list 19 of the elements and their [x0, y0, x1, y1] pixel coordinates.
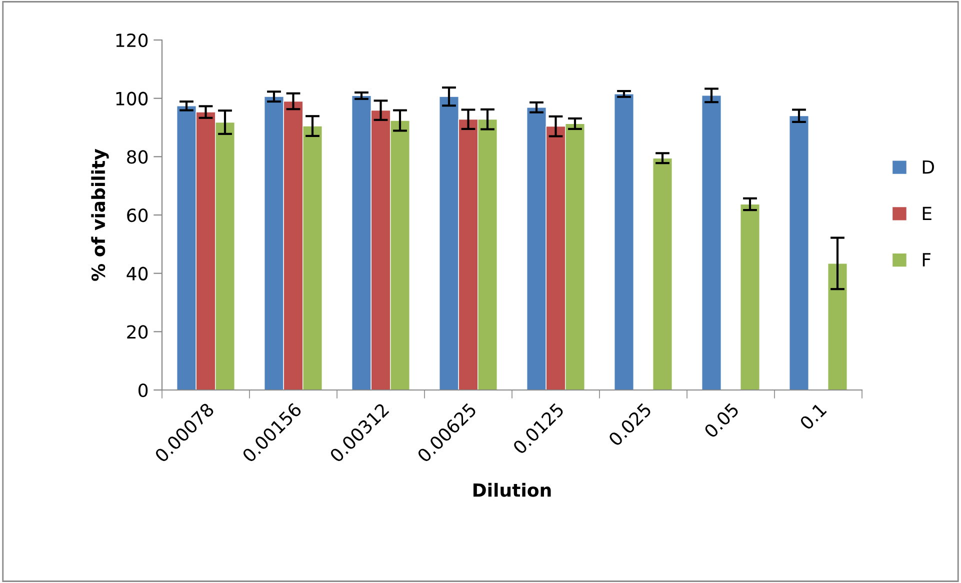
bar	[740, 204, 760, 390]
bar	[702, 95, 722, 390]
x-tick-label: 0.1	[799, 402, 827, 430]
y-tick-label: 40	[126, 266, 148, 280]
y-tick-label: 20	[127, 325, 148, 339]
bar	[652, 158, 672, 390]
y-tick-label: 0	[138, 383, 148, 398]
bar	[614, 94, 634, 390]
legend-label: F	[922, 253, 930, 266]
y-tick-label: 100	[116, 92, 148, 106]
legend-label: D	[922, 160, 934, 174]
y-axis-title: % of viability	[91, 148, 109, 281]
x-axis-title: Dilution	[474, 482, 551, 497]
y-tick-label: 80	[127, 150, 148, 164]
legend-label: E	[922, 206, 932, 220]
bar	[828, 263, 848, 390]
bar	[789, 115, 809, 390]
y-tick-label: 60	[127, 208, 148, 222]
y-tick-label: 120	[116, 33, 148, 48]
